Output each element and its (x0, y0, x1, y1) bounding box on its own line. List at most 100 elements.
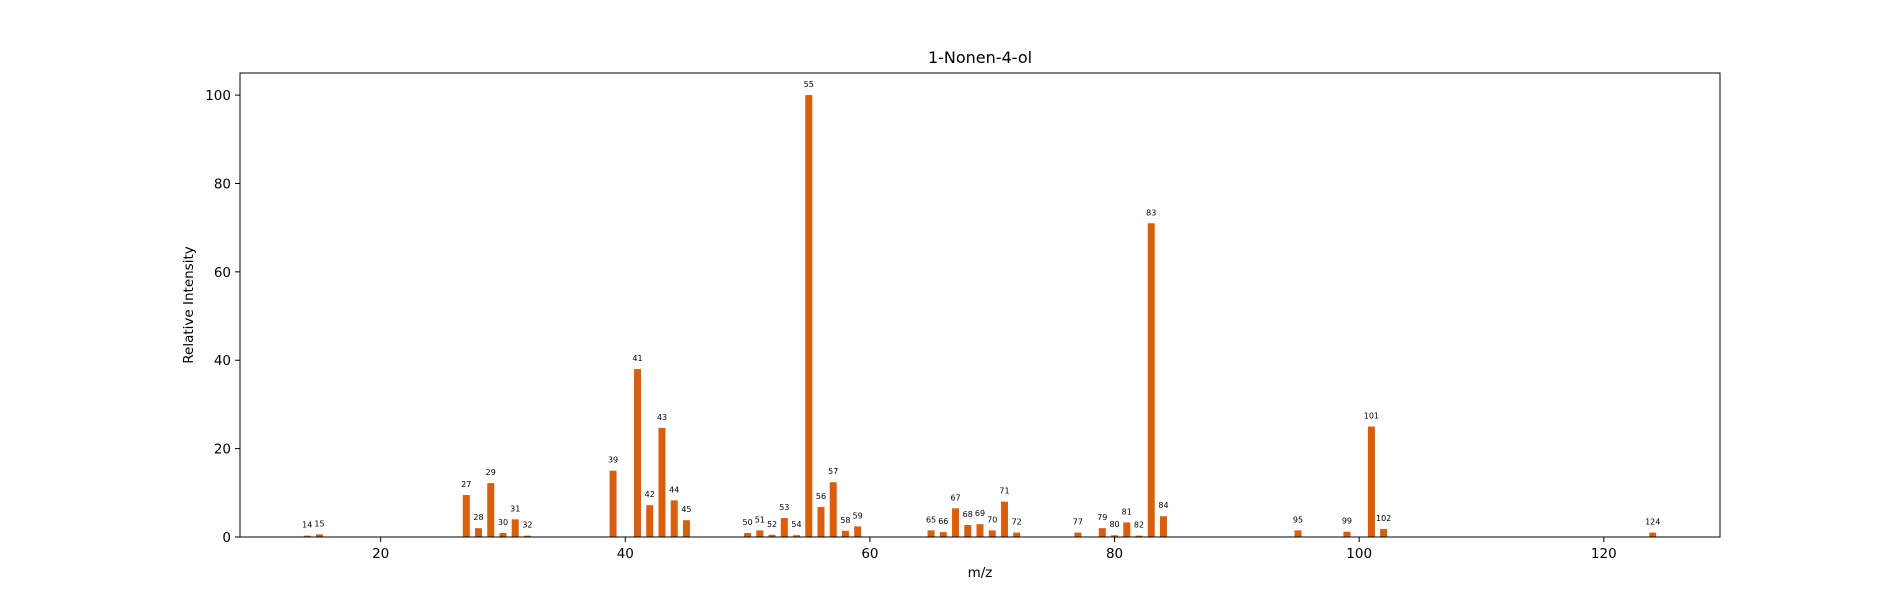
peak-label-14: 14 (302, 521, 312, 530)
peak-bar-39 (609, 470, 617, 537)
peak-label-124: 124 (1645, 518, 1660, 527)
peak-label-53: 53 (779, 503, 789, 512)
peak-label-54: 54 (791, 520, 801, 529)
peak-bar-101 (1367, 426, 1375, 537)
peak-bar-42 (646, 505, 654, 537)
peak-bar-57 (829, 482, 837, 537)
peak-bar-65 (927, 530, 935, 537)
peak-label-51: 51 (755, 515, 765, 524)
y-tick-label-0: 0 (222, 530, 231, 546)
plot-area-frame (239, 72, 1721, 538)
y-tick-label-20: 20 (214, 442, 231, 458)
peak-label-43: 43 (657, 413, 667, 422)
peak-bar-14 (303, 535, 311, 537)
x-axis: 20 40 60 80 100 120 (372, 537, 1617, 562)
peak-label-29: 29 (486, 468, 496, 477)
peak-label-50: 50 (743, 518, 753, 527)
peak-bar-50 (744, 533, 752, 537)
peak-bar-67 (952, 508, 960, 537)
peak-bar-81 (1123, 522, 1131, 537)
peak-label-69: 69 (975, 509, 985, 518)
peak-label-30: 30 (498, 518, 508, 527)
peak-label-71: 71 (999, 487, 1009, 496)
peak-bar-102 (1380, 529, 1388, 537)
x-tick-label-20: 20 (372, 546, 389, 562)
peak-bar-55 (805, 95, 813, 537)
peak-bar-69 (976, 524, 984, 537)
peak-bar-70 (988, 530, 996, 537)
peak-label-52: 52 (767, 520, 777, 529)
y-tick-label-100: 100 (205, 88, 231, 104)
peak-label-77: 77 (1073, 518, 1083, 527)
peak-bar-44 (670, 500, 678, 537)
peak-bar-53 (780, 518, 788, 537)
bars-layer (303, 95, 1657, 537)
peak-label-101: 101 (1364, 412, 1379, 421)
peak-label-59: 59 (853, 511, 863, 520)
peak-bar-124 (1649, 532, 1657, 537)
peak-bar-41 (634, 369, 642, 537)
peak-label-39: 39 (608, 456, 618, 465)
x-tick-label-40: 40 (617, 546, 634, 562)
peak-label-72: 72 (1012, 518, 1022, 527)
peak-bar-15 (316, 534, 323, 537)
y-axis-label: Relative Intensity (181, 246, 197, 364)
peak-bar-31 (511, 519, 519, 537)
peak-bar-77 (1074, 532, 1082, 537)
peak-label-82: 82 (1134, 521, 1144, 530)
peak-label-81: 81 (1122, 507, 1132, 516)
peak-label-28: 28 (473, 513, 483, 522)
peak-bar-32 (523, 535, 531, 537)
peak-bar-95 (1294, 530, 1302, 537)
peak-label-102: 102 (1376, 514, 1391, 523)
peak-label-57: 57 (828, 467, 838, 476)
y-axis: 0 20 40 60 80 100 (205, 88, 240, 546)
peak-bar-43 (658, 427, 666, 537)
peak-bar-72 (1013, 532, 1021, 537)
peak-label-65: 65 (926, 515, 936, 524)
peak-label-32: 32 (522, 521, 532, 530)
peak-bar-66 (939, 532, 947, 537)
peak-bar-99 (1343, 531, 1351, 537)
peak-label-68: 68 (963, 510, 973, 519)
peak-bar-58 (841, 530, 849, 537)
peak-bar-28 (475, 528, 483, 537)
peak-bar-84 (1159, 516, 1167, 537)
x-tick-label-80: 80 (1106, 546, 1123, 562)
x-tick-label-120: 120 (1591, 546, 1617, 562)
peak-label-44: 44 (669, 485, 679, 494)
y-tick-label-40: 40 (214, 353, 231, 369)
peak-label-31: 31 (510, 504, 520, 513)
x-tick-label-100: 100 (1346, 546, 1372, 562)
peak-bar-54 (793, 535, 801, 537)
y-tick-label-80: 80 (214, 176, 231, 192)
peak-label-67: 67 (950, 493, 960, 502)
peak-bar-27 (462, 495, 470, 537)
peak-label-45: 45 (681, 505, 691, 514)
peak-label-95: 95 (1293, 515, 1303, 524)
peak-bar-68 (964, 525, 972, 537)
peak-label-70: 70 (987, 515, 997, 524)
peak-bar-52 (768, 534, 776, 537)
peak-bar-30 (499, 533, 507, 537)
peak-label-84: 84 (1158, 501, 1168, 510)
peak-bar-51 (756, 530, 764, 537)
peak-bar-79 (1098, 528, 1106, 537)
peak-label-15: 15 (314, 519, 324, 528)
peak-bar-56 (817, 506, 825, 537)
peak-label-83: 83 (1146, 208, 1156, 217)
peak-label-79: 79 (1097, 513, 1107, 522)
peak-label-99: 99 (1342, 517, 1352, 526)
peak-label-41: 41 (632, 354, 642, 363)
chart-title: 1-Nonen-4-ol (928, 48, 1032, 67)
peak-label-27: 27 (461, 480, 471, 489)
peak-bar-80 (1111, 535, 1119, 537)
x-tick-label-60: 60 (861, 546, 878, 562)
peak-bar-59 (854, 526, 862, 537)
peak-label-58: 58 (840, 516, 850, 525)
peak-bar-45 (682, 520, 690, 537)
peak-bar-83 (1147, 223, 1155, 537)
peak-bar-71 (1000, 501, 1008, 537)
peak-bar-82 (1135, 535, 1143, 537)
